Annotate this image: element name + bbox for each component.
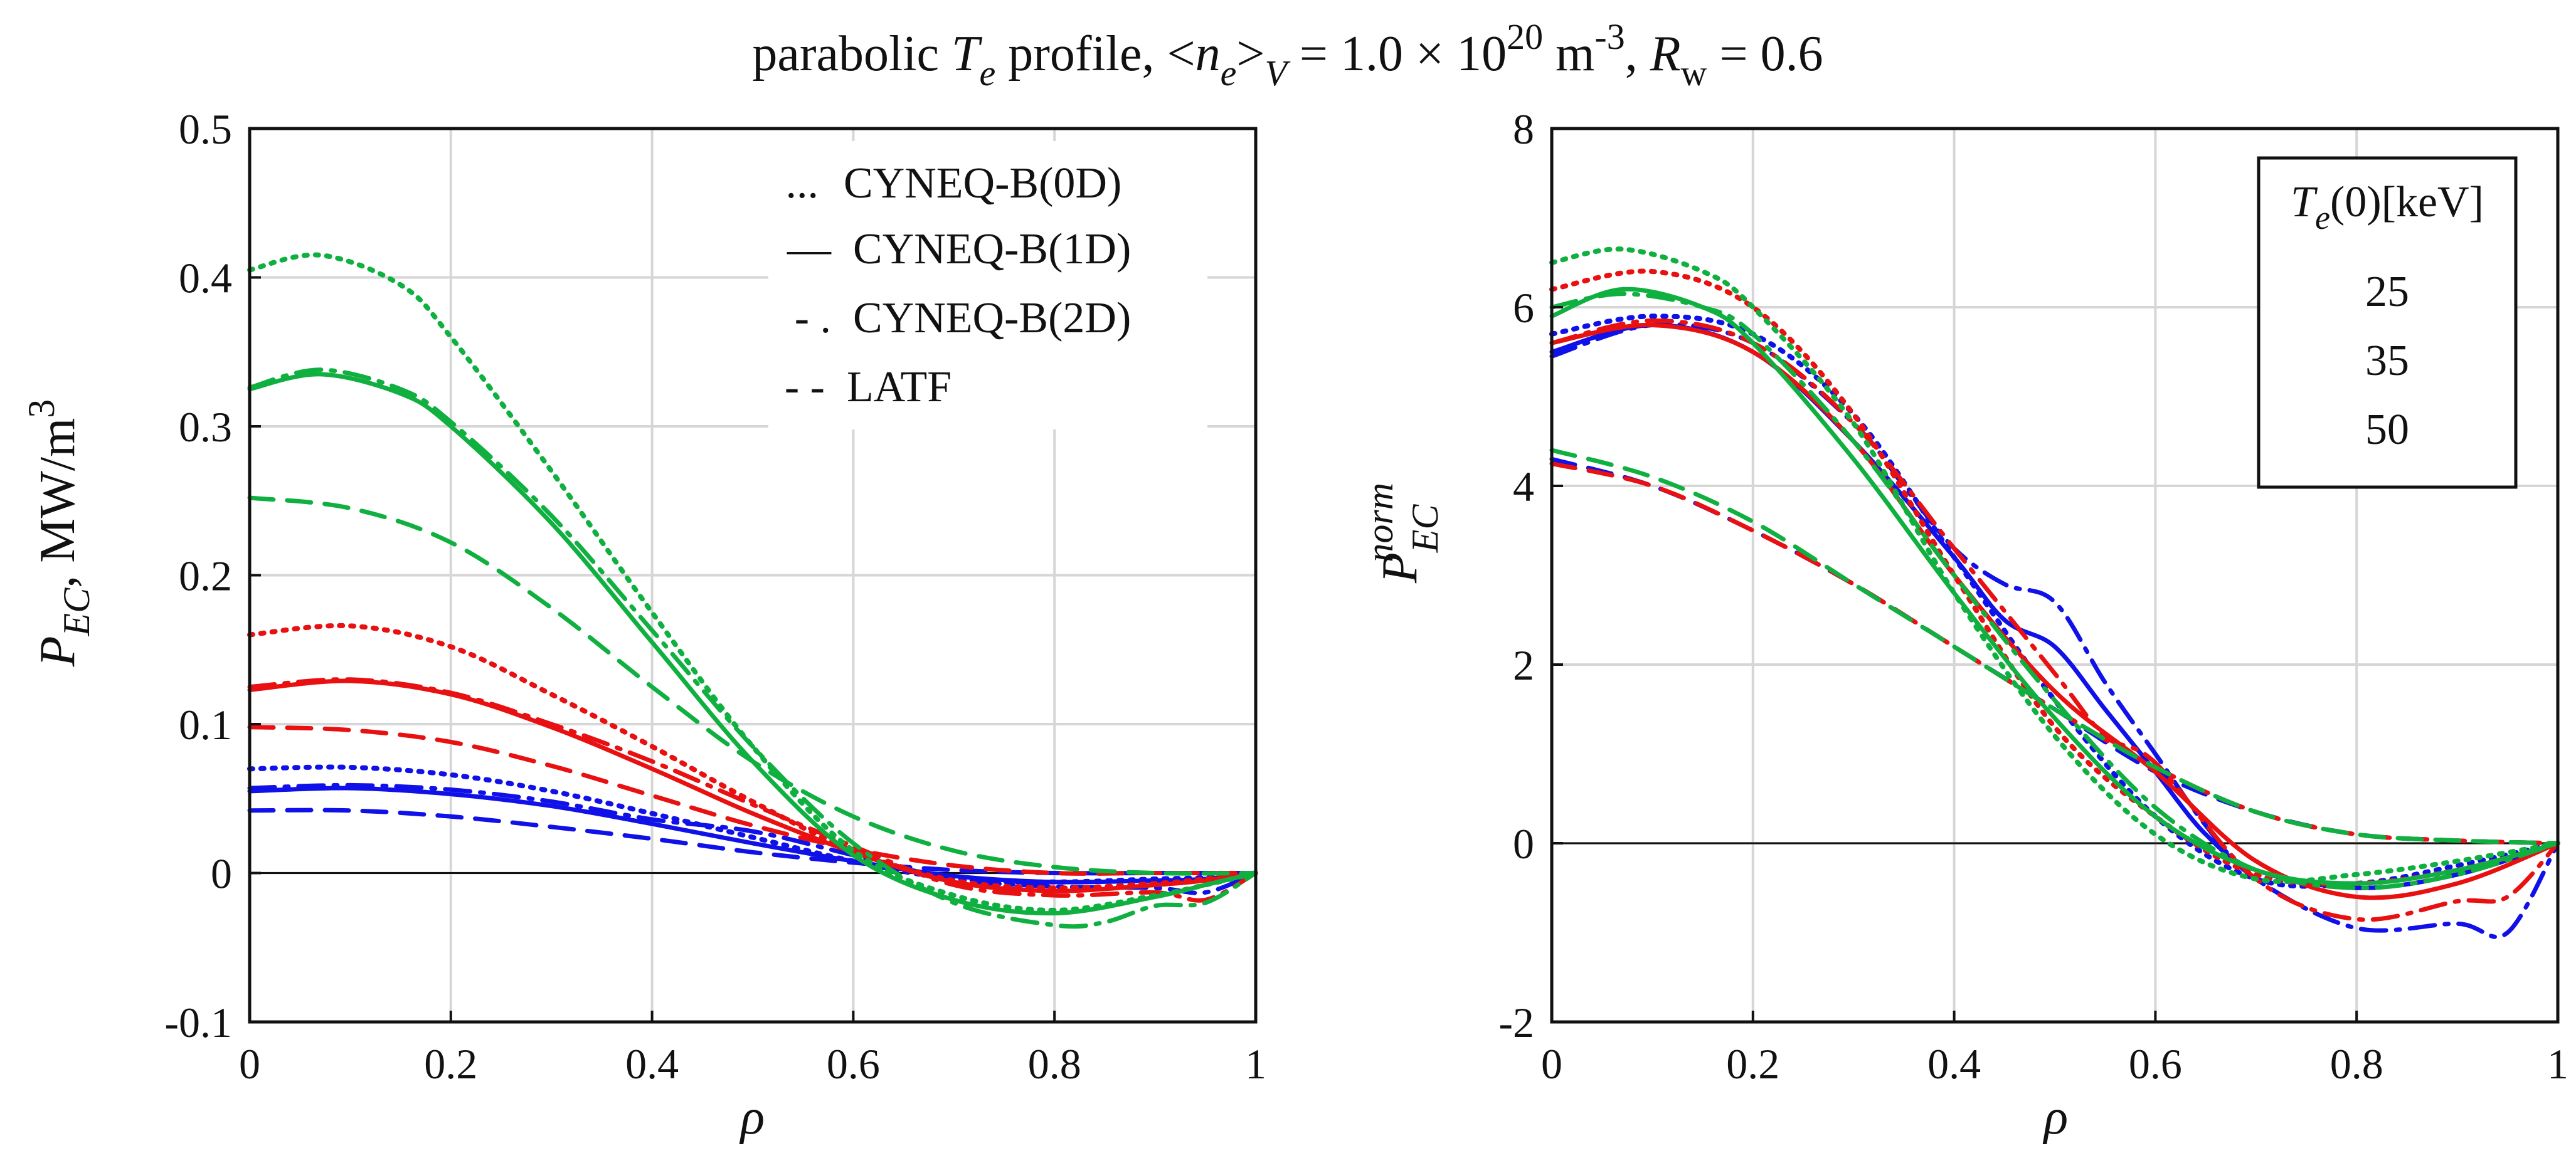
right-x-tick-label: 0.2 <box>1726 1040 1779 1088</box>
left-y-axis-label: PEC, MW/m3 <box>21 399 97 668</box>
left-series-line <box>247 367 1258 929</box>
left-x-tick-label: 1 <box>1245 1040 1266 1088</box>
right-y-tick-label: 0 <box>1513 820 1534 868</box>
right-y-tick-label: 8 <box>1513 105 1534 153</box>
left-y-tick-label: -0.1 <box>164 999 232 1046</box>
legend-symbol-dashed: - - <box>785 363 825 411</box>
right-y-tick-label: 6 <box>1513 284 1534 332</box>
left-y-tick-label: 0.3 <box>179 403 232 451</box>
left-y-tick-label: 0.2 <box>179 552 232 600</box>
left-series-line <box>247 677 1258 903</box>
left-series-line <box>247 725 1258 876</box>
legend-label-0d: CYNEQ-B(0D) <box>844 159 1121 208</box>
right-axes-frame <box>1550 127 2560 1024</box>
left-y-tick-label: 0 <box>211 850 232 898</box>
right-x-tick-label: 0.8 <box>2330 1040 2383 1088</box>
left-x-tick-label: 0.8 <box>1028 1040 1081 1088</box>
right-series-line <box>1549 322 2560 939</box>
left-y-tick-label: 0.5 <box>179 105 232 153</box>
legend-symbol-dashdot: - . <box>795 294 831 342</box>
right-legend: Te(0)[keV] 25 35 50 <box>2257 156 2518 489</box>
right-x-tick-label: 1 <box>2547 1040 2568 1088</box>
legend-title: Te(0)[keV] <box>2291 178 2484 236</box>
right-x-ticks: 0 0.2 0.4 0.6 0.8 1 <box>1541 1011 2568 1088</box>
legend-label-2d: CYNEQ-B(2D) <box>853 294 1131 342</box>
left-x-tick-label: 0 <box>239 1040 260 1088</box>
right-series-line <box>1549 448 2560 846</box>
left-x-ticks: 0 0.2 0.4 0.6 0.8 1 <box>239 1011 1266 1088</box>
left-x-tick-label: 0.6 <box>827 1040 880 1088</box>
right-series-group <box>1549 246 2560 939</box>
left-series-line <box>247 786 1258 885</box>
left-y-tick-label: 0.1 <box>179 701 232 749</box>
left-y-ticks: -0.1 0 0.1 0.2 0.3 0.4 0.5 <box>164 105 261 1046</box>
right-y-ticks: -2 0 2 4 6 8 <box>1498 105 1563 1046</box>
left-x-axis-label: ρ <box>739 1090 765 1145</box>
legend-label-latf: LATF <box>847 363 951 411</box>
right-legend-box <box>2257 156 2518 489</box>
legend-symbol-solid: — <box>787 225 832 273</box>
left-series-line <box>247 623 1258 891</box>
right-series-line <box>1549 322 2560 900</box>
right-series-line <box>1549 246 2560 885</box>
left-series-line <box>247 495 1258 876</box>
figure-title: parabolic Te profile, <ne>V = 1.0 × 1020… <box>752 16 1823 93</box>
legend-entry-50: 50 <box>2365 406 2409 454</box>
legend-symbol-dotted: ... <box>786 159 819 208</box>
right-y-axis-label: PECnorm <box>1359 483 1446 584</box>
right-x-axis-label: ρ <box>2042 1090 2068 1145</box>
right-series-line <box>1549 292 2560 890</box>
right-series-line <box>1549 461 2560 846</box>
right-y-tick-label: -2 <box>1498 999 1534 1046</box>
left-x-tick-label: 0.4 <box>625 1040 679 1088</box>
right-x-tick-label: 0.6 <box>2129 1040 2182 1088</box>
left-series-group <box>247 252 1258 929</box>
right-y-tick-label: 2 <box>1513 641 1534 689</box>
right-series-line <box>1549 456 2560 846</box>
right-x-tick-label: 0 <box>1541 1040 1562 1088</box>
right-y-tick-label: 4 <box>1513 463 1534 510</box>
right-x-tick-label: 0.4 <box>1927 1040 1981 1088</box>
legend-label-1d: CYNEQ-B(1D) <box>853 225 1131 273</box>
legend-entry-35: 35 <box>2365 337 2409 385</box>
left-x-tick-label: 0.2 <box>424 1040 477 1088</box>
left-legend: ... CYNEQ-B(0D) — CYNEQ-B(1D) - . CYNEQ-… <box>768 141 1207 429</box>
left-legend-box <box>768 141 1207 429</box>
left-chart: 0 0.2 0.4 0.6 0.8 1 -0.100.10.20.30.40.5 ρ PE… <box>21 105 1266 1145</box>
left-series-line <box>247 372 1258 916</box>
legend-entry-25: 25 <box>2365 268 2409 316</box>
left-y-tick-label: 0.4 <box>179 255 232 302</box>
